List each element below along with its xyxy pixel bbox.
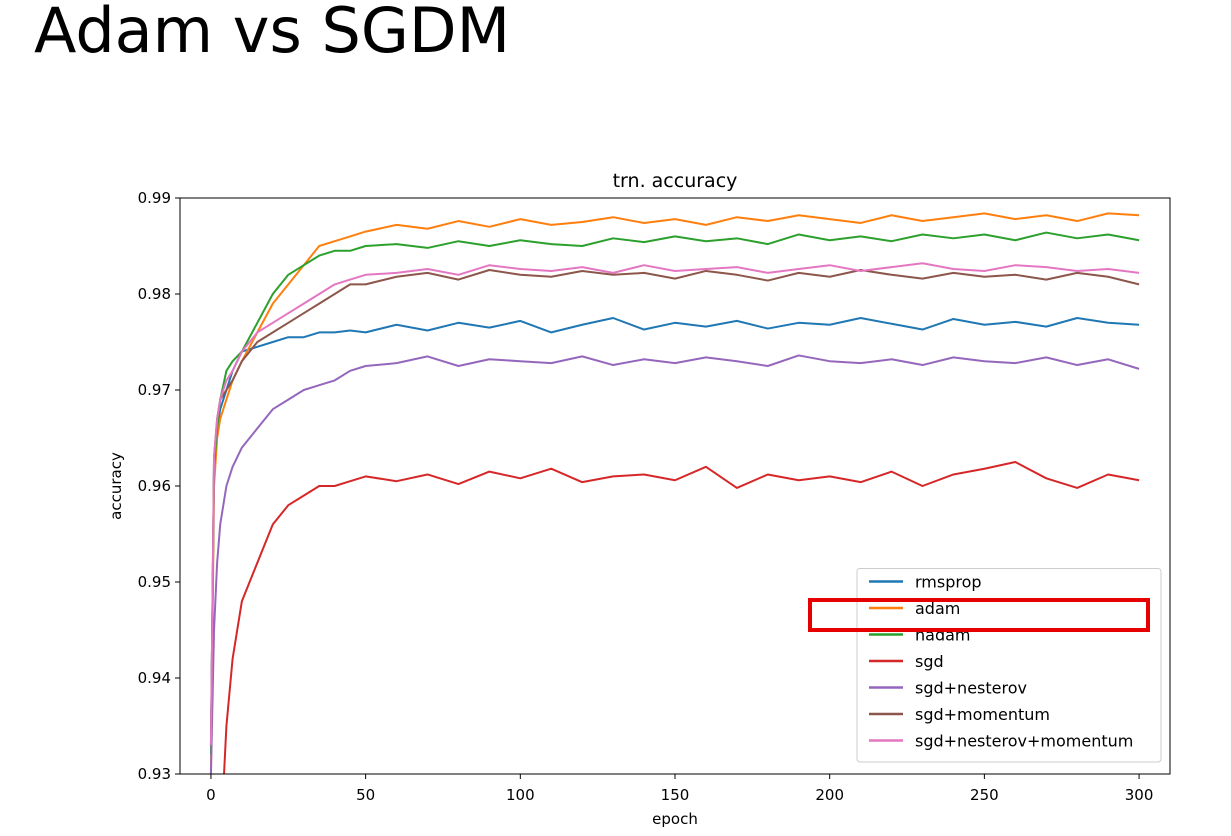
series-line	[209, 317, 1140, 746]
series-line	[209, 262, 1140, 746]
series-line	[209, 212, 1140, 774]
x-tick-label: 0	[206, 786, 216, 804]
legend-label: sgd+nesterov	[915, 679, 1027, 698]
x-tick-label: 250	[970, 786, 999, 804]
legend-label: adam	[915, 599, 960, 618]
y-tick-label: 0.94	[138, 669, 171, 687]
legend-label: sgd+nesterov+momentum	[915, 732, 1133, 751]
highlight-box	[808, 598, 1150, 632]
plot-area	[209, 212, 1140, 774]
series-line	[209, 269, 1140, 746]
x-tick-label: 50	[356, 786, 375, 804]
x-axis-label: epoch	[652, 810, 698, 828]
y-tick-label: 0.97	[138, 381, 171, 399]
legend-label: sgd+momentum	[915, 705, 1050, 724]
x-tick-label: 150	[661, 786, 690, 804]
legend-label: rmsprop	[915, 573, 982, 592]
y-tick-label: 0.99	[138, 189, 171, 207]
series-line	[223, 461, 1140, 774]
y-tick-label: 0.93	[138, 765, 171, 783]
y-tick-label: 0.98	[138, 285, 171, 303]
x-tick-label: 300	[1125, 786, 1154, 804]
chart-title: trn. accuracy	[613, 170, 738, 192]
series-line	[209, 231, 1140, 755]
y-tick-label: 0.95	[138, 573, 171, 591]
legend-label: sgd	[915, 652, 944, 671]
x-tick-label: 100	[506, 786, 535, 804]
x-tick-label: 200	[815, 786, 844, 804]
series-line	[209, 354, 1140, 774]
slide-title: Adam vs SGDM	[34, 0, 510, 67]
y-axis-label: accuracy	[107, 452, 125, 520]
legend-frame	[856, 568, 1162, 763]
legend: rmspropadamnadamsgdsgd+nesterovsgd+momen…	[856, 568, 1162, 763]
y-tick-label: 0.96	[138, 477, 171, 495]
